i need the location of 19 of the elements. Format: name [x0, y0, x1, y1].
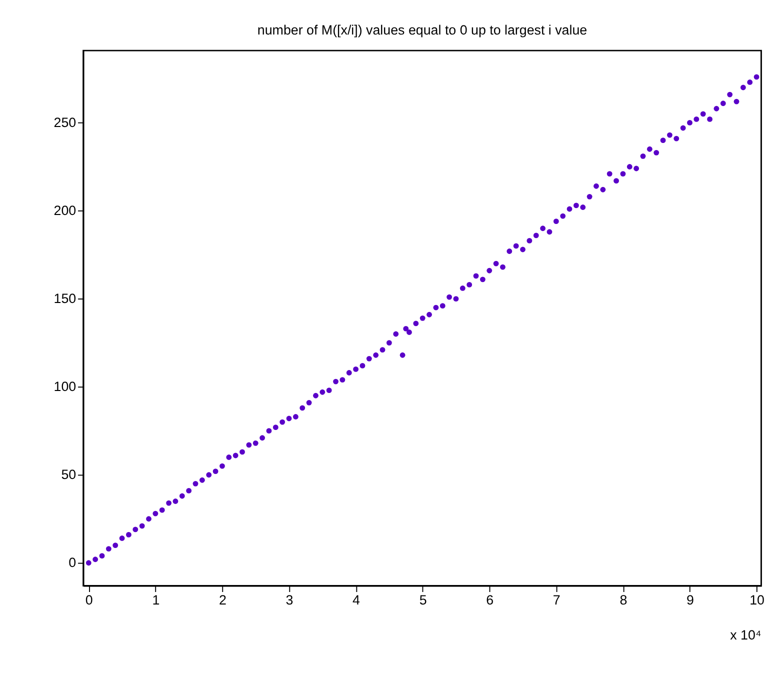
x-tick-label: 1 [152, 592, 160, 608]
x-tick-label: 7 [552, 592, 560, 608]
y-tick-label: 100 [54, 379, 76, 394]
y-tick-label: 0 [68, 555, 76, 570]
y-tick-label: 50 [61, 467, 76, 482]
x-tick-label: 0 [85, 592, 93, 608]
x-tick-label: 3 [286, 592, 294, 608]
y-tick-label: 200 [54, 203, 76, 218]
x-tick-label: 6 [486, 592, 494, 608]
chart-title: number of M([x/i]) values equal to 0 up to largest i value [257, 22, 588, 38]
x-tick-label: 8 [620, 592, 628, 608]
y-tick-label: 250 [54, 115, 76, 130]
text: x 10⁴ [730, 627, 762, 642]
x-tick-label: 2 [218, 592, 226, 608]
x-tick-label: 10 [750, 592, 764, 608]
x-tick-label: 4 [352, 592, 361, 608]
x-tick-label: 9 [686, 592, 694, 608]
y-tick-label: 150 [54, 291, 76, 306]
x-tick-label: 5 [419, 592, 427, 608]
